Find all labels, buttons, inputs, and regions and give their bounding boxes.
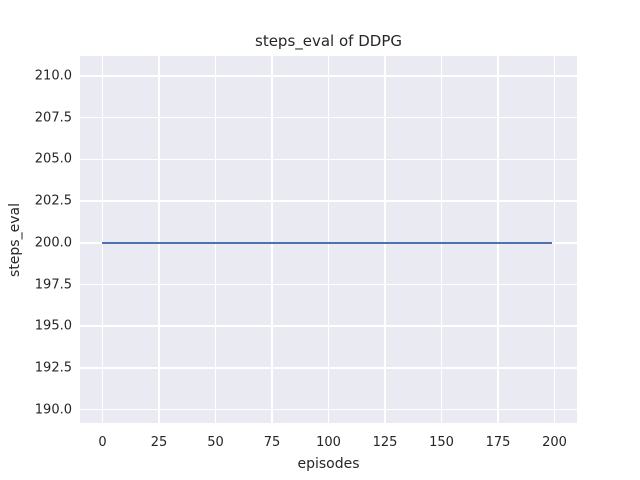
y-tick-label: 197.5 <box>34 277 72 293</box>
x-tick-label: 150 <box>429 435 454 450</box>
y-tick-label: 190.0 <box>34 402 72 418</box>
y-tick-label: 207.5 <box>34 110 72 126</box>
y-tick-label: 200.0 <box>34 235 72 251</box>
gridline-vertical <box>440 56 443 423</box>
gridline-vertical <box>271 56 273 423</box>
x-tick-label: 25 <box>150 435 168 450</box>
gridline-vertical <box>497 56 499 423</box>
gridline-horizontal <box>80 158 577 161</box>
gridline-vertical <box>384 56 386 423</box>
x-axis-label: episodes <box>297 456 360 472</box>
line-series-steps_eval <box>102 241 553 244</box>
gridline-horizontal <box>80 75 577 77</box>
chart-title: steps_eval of DDPG <box>255 32 402 50</box>
plot-area <box>80 56 577 423</box>
gridline-horizontal <box>80 283 577 286</box>
x-tick-label: 100 <box>316 435 341 450</box>
gridline-horizontal <box>80 408 577 411</box>
x-tick-label: 50 <box>207 435 224 450</box>
y-tick-label: 202.5 <box>34 193 72 209</box>
gridline-horizontal <box>80 116 577 119</box>
gridline-vertical <box>158 56 160 423</box>
x-tick-label: 175 <box>485 435 511 450</box>
gridline-vertical <box>101 56 104 423</box>
gridline-vertical <box>553 56 556 423</box>
gridline-horizontal <box>80 200 577 202</box>
y-tick-label: 205.0 <box>34 151 72 167</box>
x-tick-label: 75 <box>263 435 281 450</box>
x-tick-label: 125 <box>372 435 398 450</box>
gridline-vertical <box>214 56 217 423</box>
y-tick-label: 195.0 <box>34 318 72 334</box>
gridline-vertical <box>327 56 330 423</box>
x-tick-label: 0 <box>98 435 107 450</box>
y-tick-label: 192.5 <box>34 360 72 376</box>
x-tick-label: 200 <box>542 435 567 450</box>
gridline-horizontal <box>80 325 577 327</box>
y-tick-label: 210.0 <box>34 68 72 84</box>
gridline-horizontal <box>80 367 577 369</box>
